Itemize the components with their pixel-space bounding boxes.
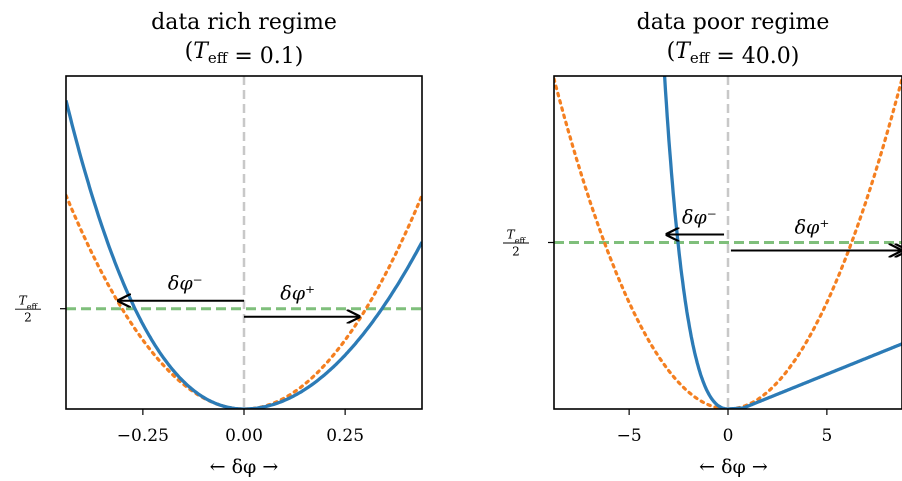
y-tick-label-den: 2 [24,311,32,325]
plot-area [66,76,422,409]
label-delta-plus: δφ⁺ [280,283,315,305]
orange-curve [554,77,902,409]
x-tick-label: −5 [617,426,642,446]
x-axis-label: ← δφ → [210,456,279,478]
chart-title: data rich regime [151,10,337,35]
x-tick-label: −0.25 [117,426,169,446]
x-tick-label: 5 [821,426,832,446]
x-axis-label: ← δφ → [699,456,768,478]
x-tick-label: 0 [723,426,734,446]
y-tick-label-num: Teff [19,294,39,312]
y-tick-label-den: 2 [512,245,520,259]
x-tick-label: 0.00 [225,426,263,446]
orange-curve [66,193,422,409]
chart-subtitle: (Teff = 40.0) [667,39,800,69]
chart-subtitle: (Teff = 0.1) [185,39,304,69]
blue-curve [66,99,422,409]
label-delta-minus: δφ⁻ [682,207,717,229]
chart-title: data poor regime [637,10,830,35]
label-delta-minus: δφ⁻ [168,273,203,295]
plot-area [554,76,902,409]
y-tick-label-num: Teff [507,228,527,246]
label-delta-plus: δφ⁺ [795,217,830,239]
blue-curve [662,76,902,409]
x-tick-label: 0.25 [326,426,364,446]
